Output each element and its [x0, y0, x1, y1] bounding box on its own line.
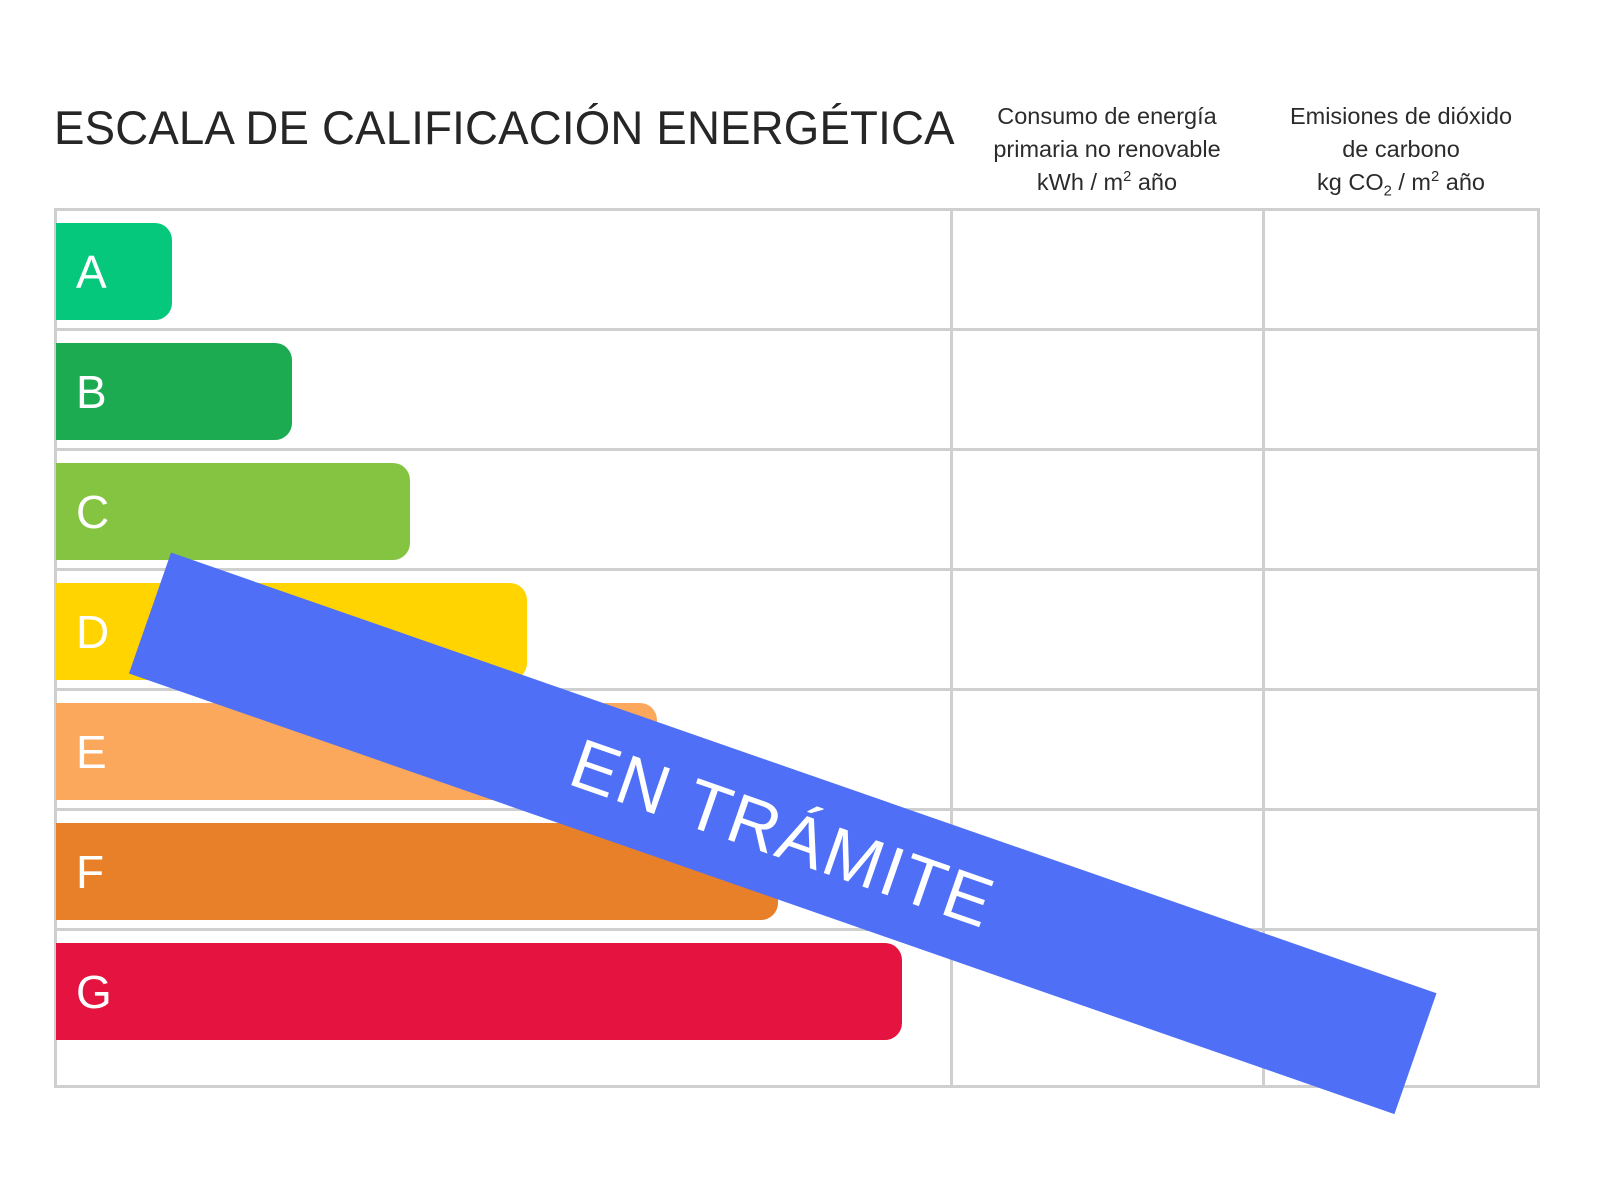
energy-unit-prefix: kWh / m — [1036, 169, 1124, 195]
column-header-energy-consumption: Consumo de energía primaria no renovable… — [952, 100, 1262, 199]
energy-unit-superscript: 2 — [1123, 169, 1132, 186]
page-title: ESCALA DE CALIFICACIÓN ENERGÉTICA — [54, 101, 955, 154]
column-header-emissions-unit: kg CO2 / m2 año — [1262, 166, 1540, 199]
table-row — [57, 571, 1537, 691]
table-column-divider-2 — [1262, 211, 1265, 1085]
rating-bar-a: A — [56, 223, 172, 320]
table-row — [57, 331, 1537, 451]
column-header-emissions-line1: Emisiones de dióxido — [1289, 103, 1513, 129]
table-row — [57, 211, 1537, 331]
emissions-unit-mid: / m — [1391, 169, 1432, 195]
rating-bar-letter-d: D — [76, 605, 110, 658]
column-header-energy-line1: Consumo de energía — [997, 103, 1217, 129]
table-row — [57, 811, 1537, 931]
column-header-co2-emissions: Emisiones de dióxido de carbono kg CO2 /… — [1262, 100, 1540, 199]
rating-bar-b: B — [56, 343, 292, 440]
rating-bar-g: G — [56, 943, 902, 1040]
figure-header: ESCALA DE CALIFICACIÓN ENERGÉTICA Consum… — [0, 0, 1600, 208]
table-row — [57, 451, 1537, 571]
rating-bar-letter-b: B — [76, 365, 107, 418]
rating-bar-letter-e: E — [76, 725, 107, 778]
energy-unit-suffix: año — [1131, 169, 1178, 195]
table-column-divider-1 — [950, 211, 953, 1085]
column-header-energy-unit: kWh / m2 año — [952, 166, 1262, 199]
emissions-unit-subscript: 2 — [1383, 183, 1392, 200]
rating-bar-letter-f: F — [76, 845, 105, 898]
rating-bar-c: C — [56, 463, 410, 560]
column-header-energy-line2: primaria no renovable — [993, 136, 1221, 162]
rating-bar-letter-g: G — [76, 965, 112, 1018]
emissions-unit-superscript: 2 — [1431, 169, 1440, 186]
rating-bar-letter-a: A — [76, 245, 107, 298]
emissions-unit-prefix: kg CO — [1317, 169, 1384, 195]
emissions-unit-suffix: año — [1439, 169, 1485, 195]
rating-bar-letter-c: C — [76, 485, 110, 538]
column-header-emissions-line2: de carbono — [1342, 136, 1460, 162]
